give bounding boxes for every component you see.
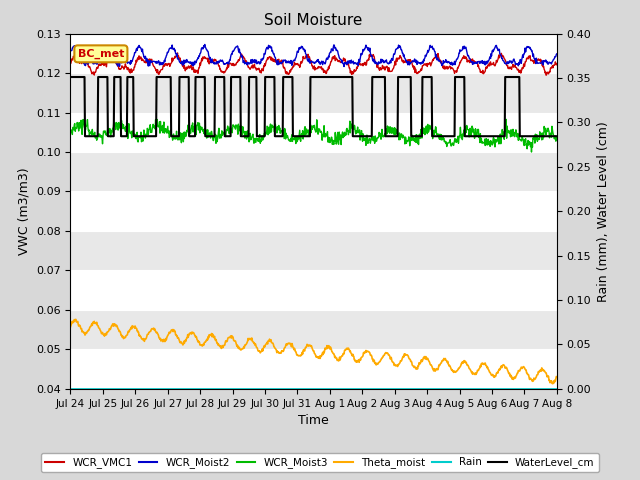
WCR_VMC1 <box>446 64 454 70</box>
WCR_Moist2 <box>456 50 463 56</box>
WCR_Moist2 <box>116 57 124 63</box>
Rain <box>263 386 271 392</box>
Line: WaterLevel_cm: WaterLevel_cm <box>70 77 557 136</box>
Text: BC_met: BC_met <box>77 48 124 59</box>
WCR_Moist3 <box>67 130 74 135</box>
WaterLevel_cm <box>281 74 289 80</box>
WCR_VMC1 <box>401 60 409 65</box>
WCR_Moist3 <box>446 138 454 144</box>
Bar <box>70 231 557 270</box>
Theta_moist <box>553 374 561 380</box>
Rain <box>401 386 408 392</box>
Bar <box>70 152 557 192</box>
Theta_moist <box>264 341 271 347</box>
WaterLevel_cm <box>116 74 124 80</box>
Rain <box>553 386 561 392</box>
WaterLevel_cm <box>401 74 409 80</box>
Bar <box>70 349 557 389</box>
WaterLevel_cm <box>67 74 74 80</box>
Theta_moist <box>281 345 289 350</box>
WCR_Moist2 <box>264 46 271 52</box>
WaterLevel_cm <box>81 133 89 139</box>
WCR_VMC1 <box>281 67 289 72</box>
Theta_moist <box>446 364 454 370</box>
WCR_VMC1 <box>67 61 74 67</box>
Bar <box>70 310 557 349</box>
Rain <box>281 386 289 392</box>
WCR_VMC1 <box>173 50 181 56</box>
WCR_Moist2 <box>340 64 348 70</box>
Rain <box>454 386 462 392</box>
Bar <box>70 270 557 310</box>
WCR_Moist2 <box>401 56 409 62</box>
WCR_VMC1 <box>116 66 124 72</box>
WCR_Moist2 <box>281 57 289 63</box>
WaterLevel_cm <box>553 133 561 139</box>
Y-axis label: Rain (mm), Water Level (cm): Rain (mm), Water Level (cm) <box>597 121 610 301</box>
X-axis label: Time: Time <box>298 414 329 427</box>
Bar <box>70 112 557 152</box>
WCR_Moist3 <box>281 126 289 132</box>
Bar <box>70 73 557 112</box>
WCR_Moist2 <box>447 60 454 66</box>
WCR_VMC1 <box>553 61 561 67</box>
WCR_Moist3 <box>263 123 271 129</box>
WCR_VMC1 <box>542 72 550 78</box>
Theta_moist <box>548 381 556 386</box>
WCR_Moist3 <box>116 125 124 131</box>
Theta_moist <box>72 316 79 322</box>
WCR_Moist3 <box>502 117 510 122</box>
Line: WCR_Moist3: WCR_Moist3 <box>70 120 557 152</box>
Title: Soil Moisture: Soil Moisture <box>264 13 363 28</box>
Legend: WCR_VMC1, WCR_Moist2, WCR_Moist3, Theta_moist, Rain, WaterLevel_cm: WCR_VMC1, WCR_Moist2, WCR_Moist3, Theta_… <box>41 453 599 472</box>
Line: WCR_VMC1: WCR_VMC1 <box>70 53 557 75</box>
WCR_Moist3 <box>553 136 561 142</box>
Theta_moist <box>455 366 463 372</box>
WCR_VMC1 <box>264 55 271 60</box>
WaterLevel_cm <box>446 133 454 139</box>
Theta_moist <box>116 330 124 336</box>
WCR_Moist3 <box>401 134 408 140</box>
WCR_Moist2 <box>201 42 209 48</box>
Rain <box>116 386 124 392</box>
Rain <box>446 386 454 392</box>
Theta_moist <box>401 352 409 358</box>
Line: WCR_Moist2: WCR_Moist2 <box>70 45 557 67</box>
Line: Theta_moist: Theta_moist <box>70 319 557 384</box>
WCR_Moist2 <box>67 48 74 54</box>
WaterLevel_cm <box>264 74 271 80</box>
WCR_Moist3 <box>527 149 535 155</box>
WCR_VMC1 <box>455 63 463 69</box>
WaterLevel_cm <box>455 74 463 80</box>
Bar <box>70 192 557 231</box>
WCR_Moist2 <box>553 51 561 57</box>
Y-axis label: VWC (m3/m3): VWC (m3/m3) <box>17 168 30 255</box>
WCR_Moist3 <box>454 140 462 146</box>
Bar <box>70 34 557 73</box>
Rain <box>67 386 74 392</box>
Theta_moist <box>67 324 74 330</box>
